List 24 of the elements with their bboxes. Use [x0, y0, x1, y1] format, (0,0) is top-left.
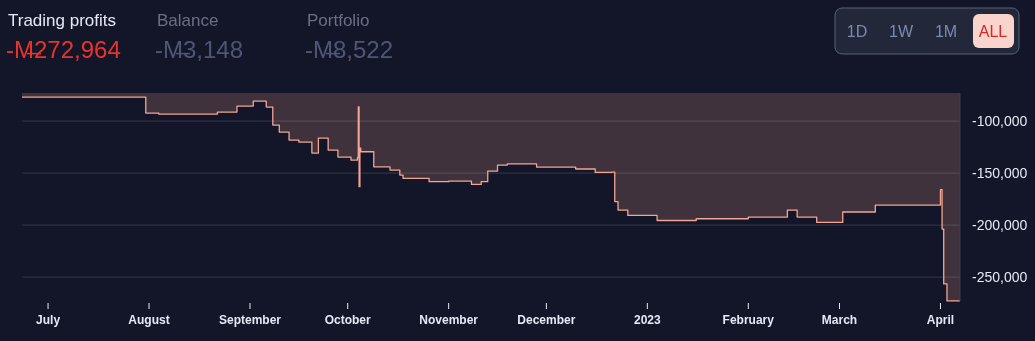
text: Portfolio — [307, 11, 370, 30]
chart-title: Trading profits — [8, 11, 117, 30]
x-tick-label: March — [821, 313, 858, 327]
x-tick-label: 2023 — [633, 313, 661, 327]
x-tick-label: September — [218, 313, 282, 327]
y-tick-label: -200,000 — [972, 216, 1028, 233]
text: 1D — [846, 23, 868, 40]
text: -M̶8,522 — [305, 36, 394, 63]
text: 1M — [934, 23, 958, 40]
text: Balance — [157, 11, 219, 30]
y-tick-label: -100,000 — [972, 112, 1028, 129]
x-tick-label: November — [419, 313, 479, 327]
x-tick-label: April — [926, 313, 955, 327]
y-tick-label: -250,000 — [972, 268, 1028, 285]
chart-subtitle: -M̶272,964 — [6, 36, 121, 63]
text: -M̶3,148 — [155, 36, 244, 63]
x-tick-label: July — [36, 313, 61, 327]
x-tick-label: December — [517, 313, 576, 327]
x-tick-label: February — [722, 313, 775, 327]
x-tick-label: October — [324, 313, 372, 327]
x-tick-label: August — [128, 313, 170, 327]
y-tick-label: -150,000 — [972, 164, 1028, 181]
text: 1W — [889, 23, 914, 40]
text: ALL — [978, 23, 1008, 40]
